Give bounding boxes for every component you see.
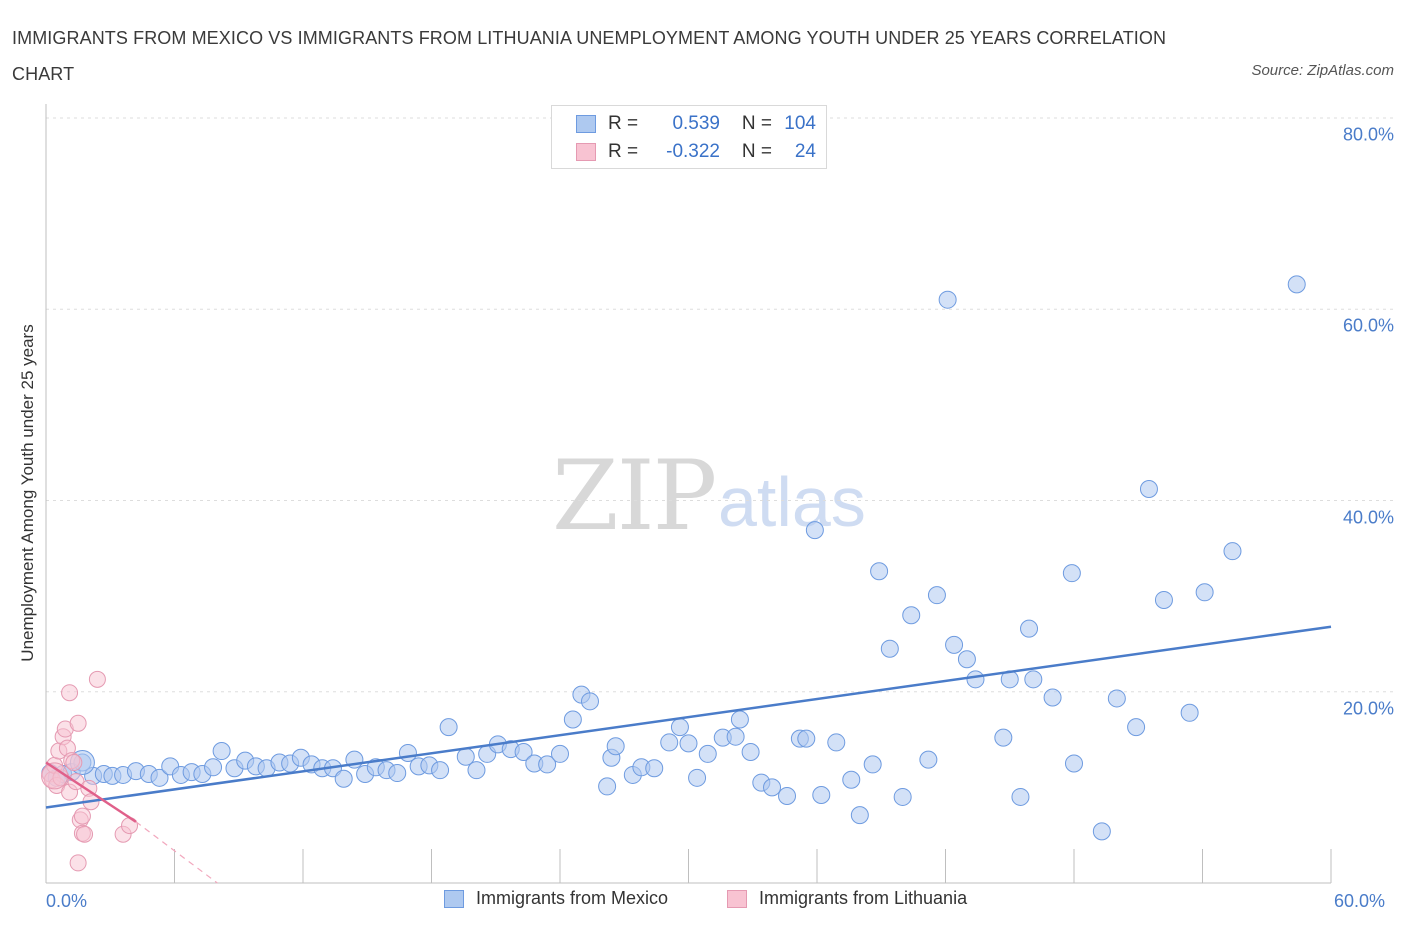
lithuania-trendline-extension [135, 821, 218, 884]
mexico-point [538, 755, 557, 774]
mexico-point [726, 727, 745, 746]
lithuania-point [65, 754, 83, 772]
mexico-point [431, 761, 450, 780]
lithuania-point [88, 670, 106, 688]
watermark-atlas: atlas [718, 463, 866, 541]
mexico-point [741, 742, 760, 761]
mexico-trendline [45, 625, 1332, 809]
mexico-point [670, 718, 689, 737]
legend-swatch-mexico [576, 115, 596, 133]
bottom-legend-swatch-mexico [444, 889, 464, 908]
legend-r-label: R = [608, 141, 639, 162]
y-tick-label: 80.0% [1342, 124, 1394, 145]
legend-n-label: N = [741, 113, 772, 134]
mexico-point [1107, 689, 1126, 708]
mexico-point [842, 770, 861, 789]
mexico-point [812, 786, 831, 805]
mexico-point [688, 768, 707, 787]
mexico-point [797, 729, 816, 748]
mexico-point [598, 777, 617, 796]
chart-title: IMMIGRANTS FROM MEXICO VS IMMIGRANTS FRO… [12, 28, 1167, 84]
legend-r-value: -0.322 [666, 141, 720, 162]
mexico-point [763, 778, 782, 797]
mexico-point [1287, 275, 1306, 294]
mexico-point [827, 733, 846, 752]
mexico-point [902, 606, 921, 625]
mexico-point [1195, 583, 1214, 602]
mexico-point [660, 733, 679, 752]
lithuania-trendline [45, 761, 137, 823]
mexico-point [1139, 480, 1158, 499]
legend-n-value: 24 [794, 141, 816, 162]
legend-r-value: 0.539 [672, 113, 720, 134]
x-tick-label-min: 0.0% [46, 891, 88, 911]
mexico-point [1154, 590, 1173, 609]
y-tick-label: 20.0% [1342, 698, 1394, 719]
mexico-point [919, 750, 938, 769]
mexico-point [467, 761, 486, 780]
mexico-point [927, 586, 946, 605]
mexico-point [1043, 688, 1062, 707]
mexico-point [893, 787, 912, 806]
mexico-point [150, 768, 169, 787]
mexico-point [645, 759, 664, 778]
mexico-point [1223, 542, 1242, 561]
legend-r-label: R = [608, 113, 639, 134]
mexico-point [204, 758, 223, 777]
bottom-legend-swatch-lithuania [727, 889, 747, 908]
mexico-point [778, 786, 797, 805]
mexico-point [945, 635, 964, 654]
mexico-point [966, 670, 985, 689]
legend-row-mexico: R = 0.539 N = 104 [576, 111, 816, 137]
y-tick-label: 40.0% [1342, 507, 1394, 527]
mexico-point [439, 718, 458, 737]
mexico-point [805, 521, 824, 540]
watermark-zip: ZIP [552, 440, 717, 552]
correlation-legend: R = 0.539 N = 104 R = -0.322 N = 24 [551, 105, 827, 169]
mexico-point [606, 737, 625, 756]
legend-swatch-lithuania [576, 143, 596, 161]
mexico-point [850, 806, 869, 825]
mexico-point [1024, 670, 1043, 689]
mexico-point [388, 764, 407, 783]
legend-n-value: 104 [784, 113, 816, 134]
mexico-point [334, 769, 353, 788]
mexico-point [1065, 754, 1083, 773]
mexico-point [679, 734, 698, 753]
source-label: Source: ZipAtlas.com [1251, 62, 1394, 79]
mexico-point [880, 639, 899, 658]
bottom-legend-lithuania: Immigrants from Lithuania [727, 888, 967, 909]
mexico-point [1020, 619, 1039, 638]
legend-row-lithuania: R = -0.322 N = 24 [576, 139, 816, 165]
mexico-point [863, 755, 882, 774]
mexico-point [514, 742, 533, 761]
mexico-point [1062, 564, 1081, 583]
bottom-legend-label-lithuania: Immigrants from Lithuania [759, 888, 968, 908]
mexico-point [1092, 822, 1111, 841]
y-tick-label: 60.0% [1342, 315, 1394, 336]
mexico-point [730, 710, 749, 729]
mexico-point [870, 562, 889, 581]
mexico-point [938, 290, 957, 309]
mexico-point [551, 744, 569, 763]
mexico-point [957, 650, 976, 669]
lithuania-point [69, 854, 87, 872]
bottom-legend-mexico: Immigrants from Mexico [444, 888, 668, 909]
x-tick-label-max: 60.0% [1334, 891, 1386, 911]
lithuania-point [61, 684, 79, 702]
mexico-point [1127, 718, 1146, 737]
mexico-point [698, 744, 717, 763]
mexico-point [212, 742, 231, 761]
lithuania-point [69, 714, 87, 732]
mexico-point [563, 710, 582, 729]
legend-n-label: N = [741, 141, 772, 162]
mexico-point [1011, 787, 1030, 806]
bottom-legend-label-mexico: Immigrants from Mexico [476, 888, 669, 908]
lithuania-point [73, 807, 91, 825]
lithuania-point [76, 825, 94, 843]
mexico-point [994, 728, 1013, 747]
mexico-point [580, 692, 599, 711]
mexico-point [1180, 703, 1199, 722]
